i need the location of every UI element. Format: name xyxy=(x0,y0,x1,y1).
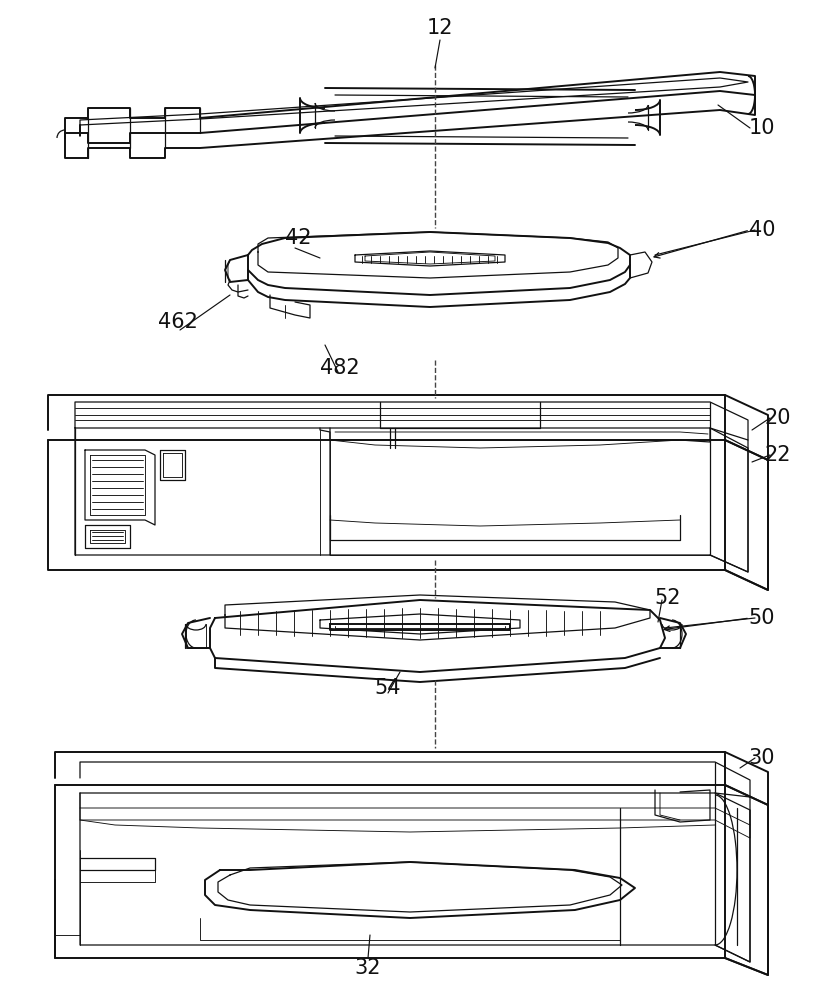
Text: 54: 54 xyxy=(375,678,401,698)
Text: 30: 30 xyxy=(749,748,775,768)
Text: 40: 40 xyxy=(749,220,775,240)
Text: 52: 52 xyxy=(654,588,681,608)
Text: 462: 462 xyxy=(158,312,198,332)
Text: 20: 20 xyxy=(764,408,791,428)
Text: 50: 50 xyxy=(749,608,775,628)
Text: 22: 22 xyxy=(764,445,791,465)
Text: 10: 10 xyxy=(749,118,775,138)
Text: 32: 32 xyxy=(355,958,381,978)
Text: 482: 482 xyxy=(320,358,359,378)
Text: 42: 42 xyxy=(284,228,311,248)
Text: 12: 12 xyxy=(427,18,453,38)
